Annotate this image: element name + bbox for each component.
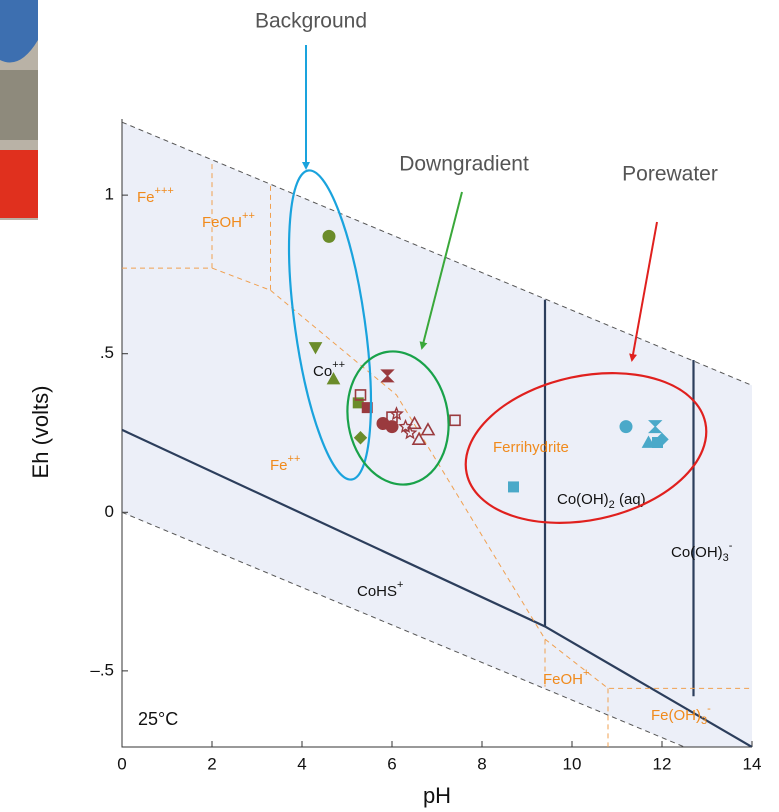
- group-label: Background: [255, 10, 367, 33]
- data-point: [420, 422, 436, 436]
- group-arrow: [419, 191, 463, 350]
- field-label-part: 2: [609, 499, 615, 511]
- field-label-part: ++: [242, 210, 255, 222]
- boundaries: [122, 121, 752, 747]
- x-tick-label: 6: [387, 754, 396, 773]
- group-ellipse: [288, 169, 372, 481]
- field-label: FeOH++: [202, 210, 255, 231]
- field-label-part: +: [397, 579, 403, 591]
- data-point: [648, 420, 663, 434]
- data-point: [322, 229, 336, 243]
- data-point: [380, 369, 395, 383]
- x-tick-label: 14: [743, 754, 762, 773]
- data-point: [641, 435, 656, 448]
- temperature-annotation: 25°C: [138, 709, 178, 729]
- data-point: [353, 431, 368, 445]
- field-label-part: +++: [155, 185, 174, 197]
- group-ellipse: [346, 350, 450, 486]
- x-tick-label: 4: [297, 754, 306, 773]
- field-label: Fe(OH)3-: [651, 703, 711, 727]
- x-tick-label: 8: [477, 754, 486, 773]
- field-label-part: 3: [701, 715, 707, 727]
- field-label: CoHS+: [357, 579, 403, 600]
- data-point: [619, 420, 633, 434]
- field-label-part: (aq): [615, 491, 646, 508]
- x-tick-label: 12: [653, 754, 672, 773]
- field-label-part: Fe: [137, 189, 155, 206]
- photo-crop: [0, 0, 38, 220]
- x-tick-label: 2: [207, 754, 216, 773]
- x-axis-label: pH: [423, 783, 451, 808]
- field-label-part: Fe(OH): [651, 707, 701, 724]
- data-point: [354, 389, 367, 401]
- water-stability-field: [122, 122, 752, 748]
- dashed-boundary: [270, 289, 546, 687]
- data-point: [402, 425, 418, 440]
- field-label-part: 3: [723, 552, 729, 564]
- field-label-part: Co: [313, 363, 332, 380]
- y-tick-label: .5: [100, 343, 114, 362]
- field-label-part: FeOH: [202, 214, 242, 231]
- field-label-part: +: [583, 667, 589, 679]
- data-point: [389, 406, 404, 421]
- field-label-part: Fe: [270, 457, 288, 474]
- dashed-boundary: [544, 638, 752, 689]
- field-label: Fe++: [270, 453, 300, 474]
- field-label: Fe+++: [137, 185, 174, 206]
- field-label-part: -: [707, 703, 711, 715]
- group-arrow: [629, 221, 658, 362]
- field-label-part: ++: [332, 359, 345, 371]
- data-point: [407, 415, 422, 430]
- field-label-part: Ferrihydrite: [493, 439, 569, 456]
- y-tick-label: –.5: [90, 660, 114, 679]
- y-tick-label: 0: [105, 502, 114, 521]
- dashed-boundary: [122, 511, 685, 747]
- data-point: [326, 372, 341, 385]
- x-tick-label: 10: [563, 754, 582, 773]
- data-point: [411, 431, 427, 445]
- y-axis-label: Eh (volts): [28, 386, 53, 479]
- field-label-part: Co(OH): [557, 491, 609, 508]
- data-point: [449, 414, 461, 427]
- data-point: [508, 481, 519, 493]
- group-ellipse: [464, 372, 708, 524]
- field-label-part: CoHS: [357, 583, 397, 600]
- x-tick-label: 0: [117, 754, 126, 773]
- group-label: Porewater: [622, 163, 718, 186]
- dashed-boundary: [211, 185, 271, 291]
- data-point: [308, 342, 323, 355]
- data-point: [652, 437, 663, 449]
- field-label-part: -: [729, 540, 733, 552]
- field-label-part: ++: [288, 453, 301, 465]
- field-label: Co(OH)2 (aq): [557, 491, 646, 511]
- field-label: FeOH+: [543, 667, 589, 688]
- y-tick-label: 1: [105, 185, 114, 204]
- group-label: Downgradient: [399, 153, 529, 176]
- field-label-part: FeOH: [543, 671, 583, 688]
- field-label-part: Co(OH): [671, 544, 723, 561]
- field-label: Ferrihydrite: [493, 439, 569, 456]
- data-point: [385, 420, 399, 434]
- field-label: Co++: [313, 359, 345, 380]
- data-point: [361, 402, 373, 414]
- field-label: Co(OH)3-: [671, 540, 733, 564]
- dashed-boundary: [122, 121, 752, 386]
